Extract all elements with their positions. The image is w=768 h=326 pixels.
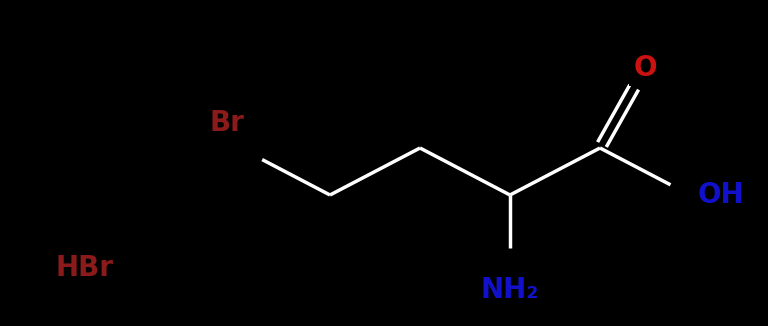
Text: NH₂: NH₂: [481, 276, 539, 304]
Text: HBr: HBr: [55, 254, 113, 282]
Text: O: O: [634, 54, 657, 82]
Text: OH: OH: [698, 181, 745, 209]
Text: Br: Br: [210, 109, 245, 137]
